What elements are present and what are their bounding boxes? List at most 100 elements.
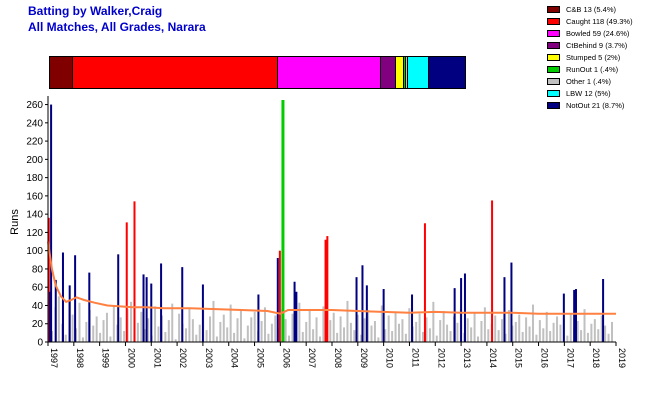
- innings-bar: [49, 291, 52, 342]
- innings-bar: [336, 332, 339, 342]
- innings-bar: [442, 310, 445, 342]
- innings-bar: [466, 318, 469, 342]
- innings-bar: [583, 309, 586, 342]
- dismissal-segment: [407, 57, 429, 88]
- innings-bar: [64, 334, 67, 342]
- legend-label: Stumped 5 (2%): [566, 53, 621, 62]
- innings-bar: [150, 283, 153, 342]
- legend-label: Bowled 59 (24.6%): [566, 29, 630, 38]
- innings-bar: [590, 323, 593, 342]
- innings-bar: [288, 335, 291, 342]
- innings-bar: [365, 285, 368, 342]
- x-tick-label: 2013: [462, 348, 472, 368]
- innings-bar: [154, 306, 157, 342]
- innings-bar: [470, 327, 473, 342]
- innings-bar: [574, 289, 577, 342]
- innings-bar: [549, 331, 552, 342]
- innings-bar: [278, 250, 281, 342]
- x-tick-label: 2005: [256, 348, 266, 368]
- legend-swatch: [547, 30, 560, 37]
- innings-bar: [545, 311, 548, 342]
- y-tick-label: 140: [26, 210, 43, 221]
- innings-bar: [435, 335, 438, 342]
- legend-label: C&B 13 (5.4%): [566, 5, 617, 14]
- dismissal-segment: [428, 57, 465, 88]
- innings-bar: [339, 316, 342, 342]
- innings-bar: [507, 310, 510, 342]
- innings-bar: [521, 331, 524, 342]
- innings-bar: [504, 333, 507, 342]
- y-tick-label: 80: [32, 264, 44, 275]
- innings-bar: [473, 312, 476, 342]
- innings-bar: [147, 318, 150, 342]
- innings-bar: [140, 311, 143, 342]
- innings-bar: [449, 331, 452, 342]
- innings-bar: [270, 323, 273, 342]
- innings-bar: [446, 324, 449, 342]
- x-tick-label: 2017: [565, 348, 575, 368]
- y-tick-label: 160: [26, 191, 43, 202]
- innings-bar: [267, 333, 270, 342]
- innings-bar: [487, 329, 490, 342]
- innings-bar: [215, 336, 218, 342]
- innings-bar: [312, 329, 315, 342]
- innings-bar: [178, 313, 181, 342]
- innings-bar: [102, 320, 105, 342]
- innings-bar: [171, 303, 174, 342]
- innings-bar: [349, 322, 352, 342]
- innings-bar: [133, 201, 136, 342]
- innings-bar: [535, 334, 538, 342]
- x-tick-label: 2012: [436, 348, 446, 368]
- innings-bar: [78, 302, 81, 342]
- x-tick-label: 1997: [49, 348, 59, 368]
- innings-bar: [99, 332, 102, 342]
- innings-bar: [188, 308, 191, 342]
- innings-bar: [229, 304, 232, 342]
- y-tick-label: 60: [32, 283, 44, 294]
- innings-bar: [88, 272, 91, 342]
- innings-bar: [195, 334, 198, 342]
- innings-bar: [382, 289, 385, 342]
- y-tick-label: 180: [26, 173, 43, 184]
- innings-bar: [360, 334, 363, 342]
- innings-bar: [246, 325, 249, 342]
- innings-bar: [355, 277, 358, 342]
- innings-bar: [597, 329, 600, 342]
- innings-bar: [47, 217, 50, 342]
- innings-bar: [401, 319, 404, 342]
- innings-bar: [143, 329, 146, 342]
- innings-bar: [81, 337, 84, 342]
- innings-bar: [119, 317, 122, 342]
- dismissal-segment: [406, 57, 408, 88]
- y-axis-label: Runs: [9, 209, 21, 235]
- innings-bar: [117, 254, 120, 342]
- x-tick-label: 2019: [617, 348, 627, 368]
- innings-bar: [528, 326, 531, 342]
- innings-bar: [408, 308, 411, 342]
- innings-bar: [593, 319, 596, 342]
- innings-bar: [264, 307, 267, 342]
- innings-bar: [92, 325, 95, 342]
- legend-label: LBW 12 (5%): [566, 89, 611, 98]
- innings-bar: [301, 331, 304, 342]
- innings-bar: [518, 314, 521, 342]
- innings-bar: [130, 301, 133, 342]
- innings-bar: [404, 333, 407, 342]
- innings-bar: [57, 296, 60, 342]
- innings-bar: [274, 315, 277, 342]
- dismissal-share-bar: [49, 56, 466, 89]
- legend-swatch: [547, 18, 560, 25]
- legend-swatch: [547, 6, 560, 13]
- innings-bar: [71, 314, 74, 342]
- innings-bar: [184, 328, 187, 342]
- innings-bar: [209, 316, 212, 342]
- y-tick-label: 120: [26, 228, 43, 239]
- innings-bar: [552, 322, 555, 342]
- innings-bar: [257, 294, 260, 342]
- innings-bar: [602, 278, 605, 342]
- x-tick-label: 2008: [333, 348, 343, 368]
- innings-bar: [387, 315, 390, 342]
- innings-bar: [167, 320, 170, 342]
- y-tick-label: 20: [32, 319, 44, 330]
